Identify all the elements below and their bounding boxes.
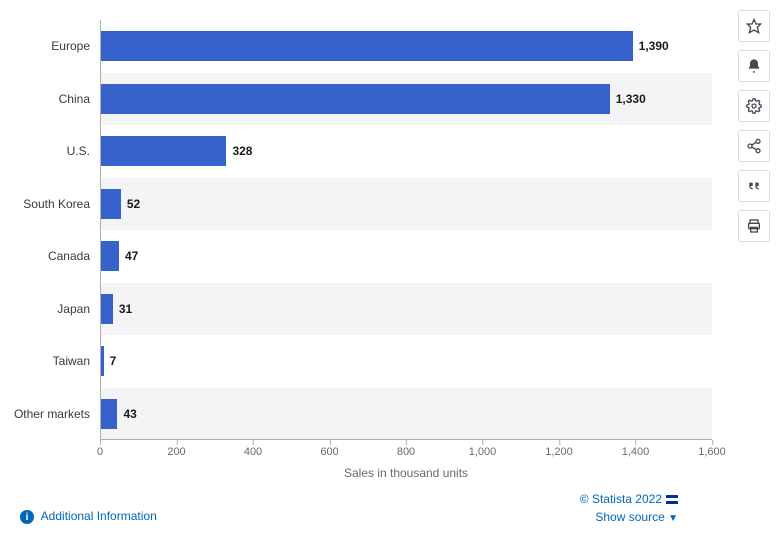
- share-icon: [746, 138, 762, 154]
- bar: 1,390: [101, 31, 633, 61]
- x-tick: 800: [397, 440, 415, 458]
- share-button[interactable]: [738, 130, 770, 162]
- x-tick: 1,400: [622, 440, 650, 458]
- copyright: © Statista 2022: [580, 492, 678, 506]
- x-tick: 600: [320, 440, 338, 458]
- bar-value-label: 328: [226, 144, 252, 158]
- row-background: [100, 335, 712, 388]
- bar: 43: [101, 399, 117, 429]
- category-label: Japan: [57, 302, 100, 316]
- category-label: Canada: [48, 249, 100, 263]
- x-tick: 1,600: [698, 440, 726, 458]
- bar: 328: [101, 136, 226, 166]
- gear-icon: [746, 98, 762, 114]
- category-label: South Korea: [23, 197, 100, 211]
- plot-region: Sales in thousand units Europe1,390China…: [100, 20, 712, 440]
- row-background: [100, 230, 712, 283]
- row-background: [100, 283, 712, 336]
- bar-value-label: 1,390: [633, 39, 669, 53]
- chart-container: Sales in thousand units Europe1,390China…: [0, 0, 776, 534]
- flag-icon: [666, 495, 678, 504]
- bar-value-label: 7: [104, 354, 117, 368]
- copyright-text: © Statista 2022: [580, 492, 662, 506]
- x-tick: 1,200: [545, 440, 573, 458]
- favorite-button[interactable]: [738, 10, 770, 42]
- row-background: [100, 388, 712, 441]
- show-source-label: Show source: [595, 510, 664, 524]
- bar-value-label: 31: [113, 302, 132, 316]
- print-button[interactable]: [738, 210, 770, 242]
- star-icon: [746, 18, 762, 34]
- chart-area: Sales in thousand units Europe1,390China…: [0, 0, 732, 534]
- category-label: Europe: [51, 39, 100, 53]
- x-tick: 1,000: [469, 440, 497, 458]
- category-label: U.S.: [67, 144, 100, 158]
- bar: 31: [101, 294, 113, 324]
- action-sidebar: [732, 0, 776, 534]
- bar-value-label: 47: [119, 249, 138, 263]
- additional-info-label: Additional Information: [41, 509, 157, 523]
- chevron-down-icon: ▼: [668, 513, 678, 524]
- x-axis-label: Sales in thousand units: [344, 466, 468, 480]
- bar: 47: [101, 241, 119, 271]
- settings-button[interactable]: [738, 90, 770, 122]
- x-tick: 400: [244, 440, 262, 458]
- footer-right: © Statista 2022 Show source ▼: [580, 492, 678, 524]
- bell-icon: [746, 58, 762, 74]
- print-icon: [746, 218, 762, 234]
- additional-info-link[interactable]: i Additional Information: [20, 509, 157, 525]
- bar-value-label: 43: [117, 407, 136, 421]
- notify-button[interactable]: [738, 50, 770, 82]
- category-label: Taiwan: [53, 354, 100, 368]
- category-label: Other markets: [14, 407, 100, 421]
- cite-button[interactable]: [738, 170, 770, 202]
- row-background: [100, 178, 712, 231]
- bar-value-label: 52: [121, 197, 140, 211]
- bar: 7: [101, 346, 104, 376]
- bar: 52: [101, 189, 121, 219]
- x-tick: 0: [97, 440, 103, 458]
- quote-icon: [746, 178, 762, 194]
- show-source-link[interactable]: Show source ▼: [580, 510, 678, 524]
- x-tick: 200: [167, 440, 185, 458]
- bar: 1,330: [101, 84, 610, 114]
- bar-value-label: 1,330: [610, 92, 646, 106]
- info-icon: i: [20, 510, 34, 524]
- chart-footer: i Additional Information © Statista 2022…: [20, 492, 678, 524]
- category-label: China: [59, 92, 100, 106]
